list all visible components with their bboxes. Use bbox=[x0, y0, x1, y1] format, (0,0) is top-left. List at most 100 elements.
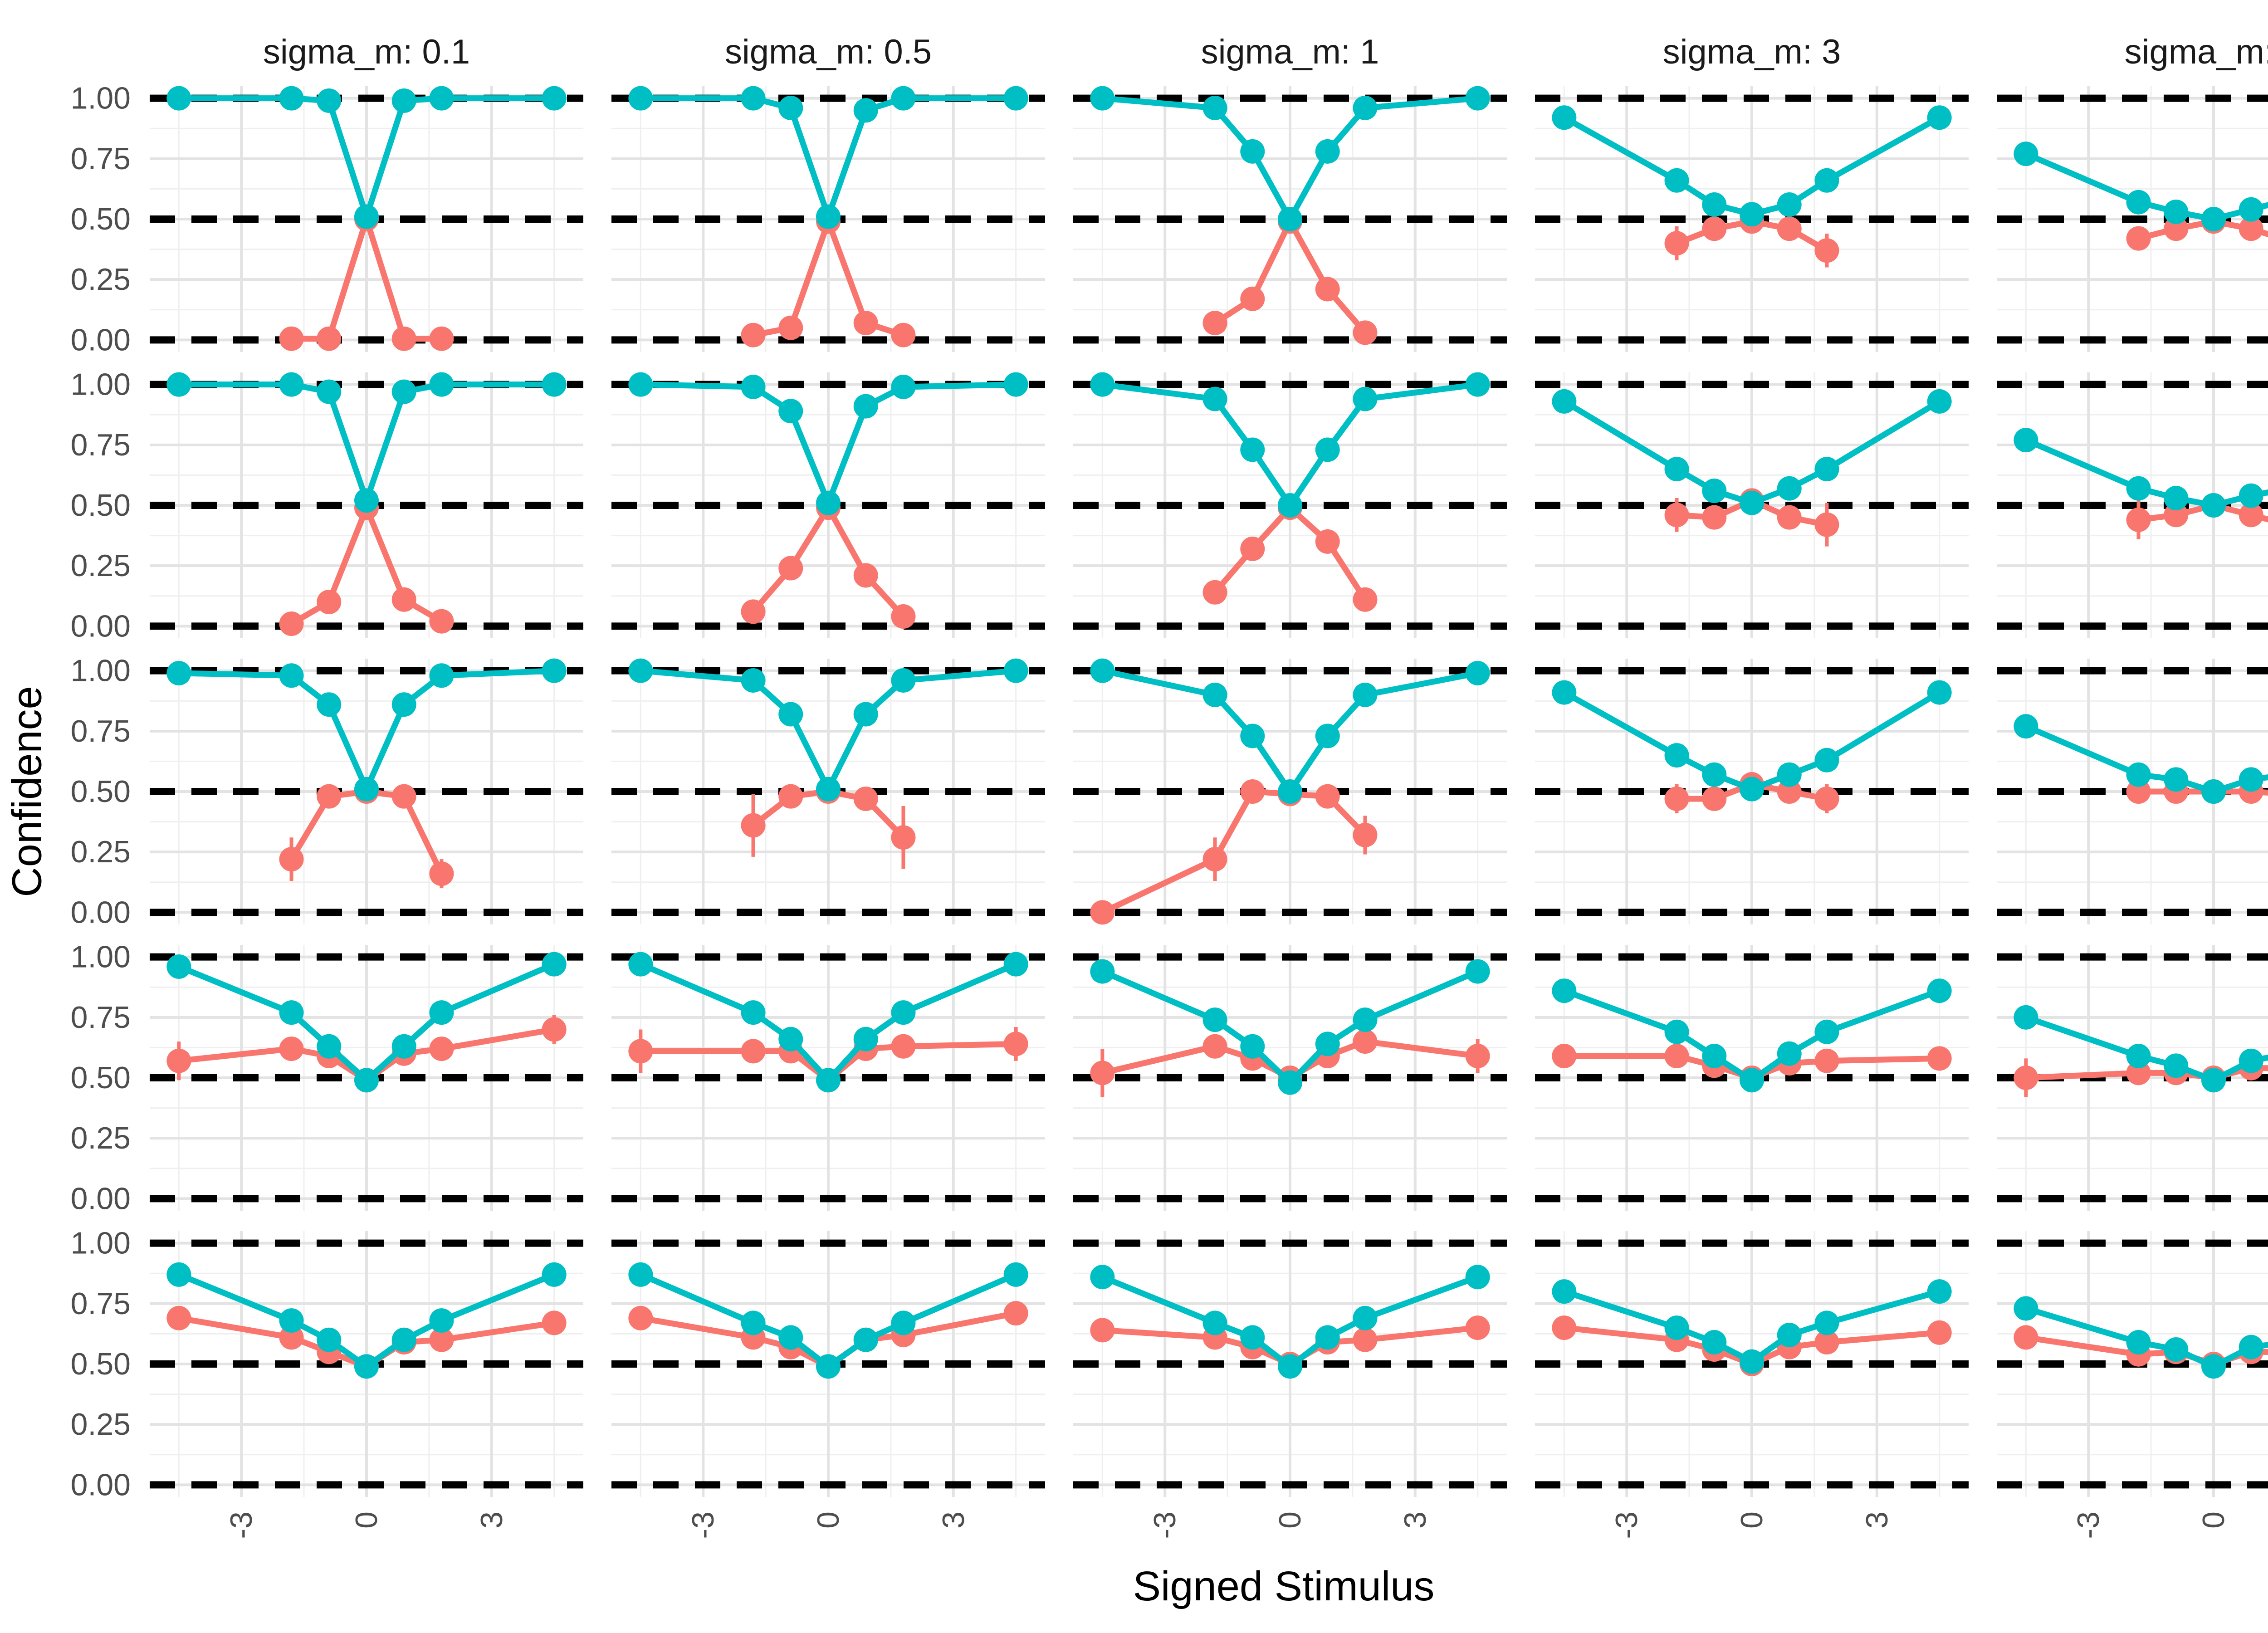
facet-sigma_e-1-sigma_m-0.1 bbox=[150, 658, 583, 924]
data-point bbox=[1664, 168, 1689, 193]
data-point bbox=[1315, 1325, 1340, 1350]
data-point bbox=[1315, 529, 1340, 554]
data-point bbox=[542, 1310, 567, 1335]
y-tick-label: 0.00 bbox=[71, 323, 131, 357]
data-point bbox=[2239, 1335, 2263, 1359]
data-point bbox=[816, 1354, 841, 1379]
series-accuracy-1 bbox=[1552, 1279, 1952, 1374]
data-point bbox=[1777, 762, 1802, 787]
facet-col-label: sigma_m: 3 bbox=[1663, 33, 1841, 71]
data-point bbox=[542, 658, 567, 683]
data-point bbox=[1202, 580, 1227, 605]
data-point bbox=[391, 88, 416, 113]
data-point bbox=[1003, 1301, 1028, 1326]
data-point bbox=[317, 784, 342, 809]
series-accuracy-1 bbox=[1090, 658, 1490, 804]
x-tick-label: 0 bbox=[811, 1511, 846, 1529]
series-accuracy-1 bbox=[166, 952, 567, 1093]
data-point bbox=[1814, 238, 1839, 263]
data-point bbox=[1353, 587, 1378, 612]
series-accuracy-1 bbox=[166, 658, 567, 802]
data-point bbox=[1702, 505, 1727, 530]
y-tick-label: 0.00 bbox=[71, 609, 131, 643]
y-tick-label: 1.00 bbox=[71, 367, 131, 402]
y-tick-label: 0.75 bbox=[71, 428, 131, 462]
x-tick-label: 0 bbox=[349, 1511, 384, 1529]
data-point bbox=[279, 1325, 304, 1350]
data-point bbox=[816, 1068, 841, 1093]
data-point bbox=[778, 784, 803, 809]
data-point bbox=[853, 98, 878, 123]
facet-sigma_e-0.5-sigma_m-1 bbox=[1073, 372, 1507, 638]
data-point bbox=[1315, 277, 1340, 302]
data-point bbox=[853, 394, 878, 419]
data-point bbox=[2201, 779, 2226, 804]
data-point bbox=[2201, 493, 2226, 518]
series-accuracy-1 bbox=[1552, 680, 1952, 802]
facet-col-label: sigma_m: 5 bbox=[2125, 33, 2268, 71]
data-point bbox=[2239, 483, 2263, 508]
x-tick-label: -3 bbox=[224, 1511, 259, 1539]
series-accuracy-1 bbox=[1552, 978, 1952, 1093]
data-point bbox=[628, 1262, 653, 1287]
facet-sigma_e-0.5-sigma_m-5 bbox=[1997, 372, 2268, 638]
data-point bbox=[2014, 1325, 2038, 1350]
y-tick-label: 0.25 bbox=[71, 835, 131, 869]
data-point bbox=[1003, 1262, 1028, 1287]
data-point bbox=[1702, 479, 1727, 504]
facet-col-label: sigma_m: 1 bbox=[1201, 33, 1379, 71]
data-point bbox=[1315, 784, 1340, 809]
series-accuracy-1 bbox=[1090, 86, 1490, 231]
data-point bbox=[1353, 1029, 1378, 1054]
data-point bbox=[1465, 86, 1490, 111]
series-accuracy-1 bbox=[628, 86, 1028, 229]
y-tick-label: 0.25 bbox=[71, 1407, 131, 1442]
data-point bbox=[1927, 105, 1952, 130]
series-accuracy-1 bbox=[628, 658, 1028, 802]
data-point bbox=[391, 1327, 416, 1352]
data-point bbox=[741, 1000, 766, 1025]
data-point bbox=[317, 326, 342, 351]
facet-sigma_e-0.1-sigma_m-5 bbox=[1997, 86, 2268, 352]
data-point bbox=[1740, 490, 1764, 515]
data-point bbox=[1090, 372, 1115, 397]
data-point bbox=[1664, 503, 1689, 528]
x-axis-title: Signed Stimulus bbox=[1133, 1563, 1435, 1609]
data-point bbox=[2164, 1337, 2189, 1362]
data-point bbox=[1927, 1320, 1952, 1345]
series-accuracy-1 bbox=[166, 86, 567, 229]
data-point bbox=[1814, 1048, 1839, 1073]
data-point bbox=[1927, 680, 1952, 705]
data-point bbox=[741, 1039, 766, 1064]
data-point bbox=[1465, 1315, 1490, 1340]
series-accuracy-1 bbox=[2014, 428, 2268, 518]
facet-sigma_e-0.5-sigma_m-0.5 bbox=[611, 372, 1045, 638]
data-point bbox=[2164, 503, 2189, 528]
data-point bbox=[1664, 786, 1689, 811]
data-point bbox=[1465, 1265, 1490, 1290]
facet-sigma_e-3-sigma_m-5 bbox=[1997, 945, 2268, 1211]
data-point bbox=[1240, 779, 1265, 804]
data-point bbox=[279, 86, 304, 111]
data-point bbox=[816, 204, 841, 229]
facet-sigma_e-1-sigma_m-1 bbox=[1073, 658, 1507, 925]
data-point bbox=[1202, 95, 1227, 120]
data-point bbox=[2239, 503, 2263, 528]
facet-sigma_e-0.1-sigma_m-0.1 bbox=[150, 86, 583, 352]
data-point bbox=[279, 1037, 304, 1061]
data-point bbox=[2201, 1068, 2226, 1093]
data-point bbox=[1090, 959, 1115, 984]
data-point bbox=[429, 326, 454, 351]
data-point bbox=[429, 372, 454, 397]
y-tick-label: 0.00 bbox=[71, 1467, 131, 1502]
x-tick-label: 3 bbox=[1860, 1511, 1894, 1529]
data-point bbox=[628, 86, 653, 111]
data-point bbox=[2126, 1044, 2151, 1069]
series-accuracy-1 bbox=[2014, 1005, 2268, 1093]
data-point bbox=[741, 599, 766, 624]
data-point bbox=[891, 1310, 916, 1335]
series-accuracy-0 bbox=[1090, 779, 1378, 925]
facet-sigma_e-1-sigma_m-0.5 bbox=[611, 658, 1045, 924]
data-point bbox=[166, 1262, 191, 1287]
y-tick-label: 0.25 bbox=[71, 548, 131, 583]
